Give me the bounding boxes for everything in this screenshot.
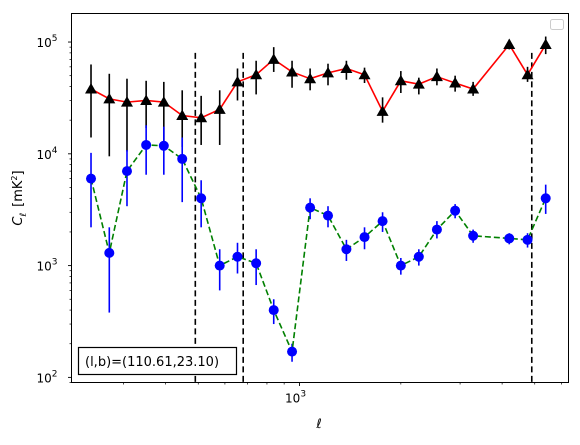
x-axis: 103 [123, 382, 562, 406]
y-tick-label-1: 103 [36, 258, 57, 274]
marker-circle-20 [450, 205, 461, 216]
marker-triangle-6 [195, 111, 208, 123]
vertical-reference-lines [194, 52, 533, 383]
marker-circle-1 [104, 247, 115, 258]
marker-triangle-21 [467, 83, 480, 94]
y-axis-label-unit-close: ] [11, 170, 26, 175]
marker-circle-12 [305, 202, 316, 213]
marker-triangle-5 [176, 109, 189, 121]
y-tick-exp: 4 [52, 146, 58, 156]
marker-triangle-19 [430, 70, 443, 82]
marker-circle-21 [468, 230, 479, 241]
marker-triangle-1 [103, 92, 116, 104]
series-1 [86, 125, 551, 362]
marker-circle-19 [431, 224, 442, 235]
y-axis-label: Cℓ [mK2] [10, 170, 29, 225]
legend-box [550, 19, 564, 30]
marker-triangle-13 [322, 66, 335, 78]
marker-circle-11 [287, 346, 298, 357]
y-tick-label-3: 105 [36, 34, 57, 50]
x-tick-exp: 3 [300, 390, 306, 400]
y-axis-label-sub: ℓ [19, 213, 29, 218]
marker-triangle-4 [157, 96, 170, 107]
x-axis-label: ℓ [315, 417, 321, 432]
y-tick-exp: 2 [52, 369, 58, 379]
marker-triangle-12 [304, 72, 317, 84]
marker-circle-2 [121, 166, 132, 177]
marker-circle-7 [214, 260, 225, 271]
y-tick-base: 10 [36, 371, 51, 385]
marker-triangle-10 [267, 53, 280, 64]
y-tick-base: 10 [36, 260, 51, 274]
marker-triangle-11 [286, 65, 299, 77]
x-tick-base: 10 [285, 392, 300, 406]
marker-triangle-3 [140, 94, 153, 105]
annotation-text: (l,b)=(110.61,23.10) [85, 355, 219, 370]
y-axis-label-unit: [mK [11, 180, 26, 207]
marker-circle-23 [522, 234, 533, 245]
marker-circle-15 [359, 232, 370, 243]
marker-triangle-0 [85, 83, 98, 94]
series-0 [85, 36, 552, 157]
marker-circle-3 [141, 139, 152, 150]
marker-triangle-16 [376, 105, 389, 116]
y-tick-exp: 5 [52, 34, 58, 44]
marker-triangle-18 [412, 78, 425, 89]
y-tick-label-0: 102 [36, 369, 57, 385]
marker-triangle-7 [213, 103, 226, 114]
marker-circle-24 [540, 193, 551, 204]
annotation-frame [77, 346, 238, 376]
marker-triangle-8 [231, 75, 244, 87]
marker-circle-10 [268, 305, 279, 316]
marker-triangle-9 [250, 68, 263, 80]
marker-circle-22 [504, 233, 515, 244]
y-tick-base: 10 [36, 148, 51, 162]
marker-circle-17 [395, 260, 406, 271]
marker-circle-18 [413, 251, 424, 262]
series-layer [85, 36, 552, 362]
marker-triangle-24 [539, 38, 552, 50]
marker-triangle-22 [503, 38, 516, 50]
marker-triangle-2 [120, 96, 133, 107]
y-axis-label-main: C [11, 216, 26, 226]
annotation-box: (l,b)=(110.61,23.10) [77, 346, 238, 376]
marker-circle-14 [341, 244, 352, 255]
marker-circle-16 [377, 216, 388, 227]
marker-triangle-17 [394, 74, 407, 86]
marker-triangle-14 [340, 62, 353, 73]
y-axis-label-unit-sup: 2 [10, 175, 19, 180]
y-tick-exp: 3 [52, 258, 58, 268]
marker-circle-13 [323, 210, 334, 221]
marker-circle-5 [177, 153, 188, 164]
marker-circle-8 [232, 251, 243, 262]
marker-triangle-23 [521, 68, 534, 80]
marker-circle-0 [86, 173, 97, 184]
marker-circle-4 [158, 140, 169, 151]
marker-circle-9 [251, 258, 262, 269]
marker-circle-6 [196, 193, 207, 204]
marker-triangle-15 [358, 68, 371, 80]
marker-triangle-20 [449, 77, 462, 88]
x-tick-label-0: 103 [285, 390, 306, 406]
y-tick-base: 10 [36, 36, 51, 50]
y-tick-label-2: 104 [36, 146, 57, 162]
